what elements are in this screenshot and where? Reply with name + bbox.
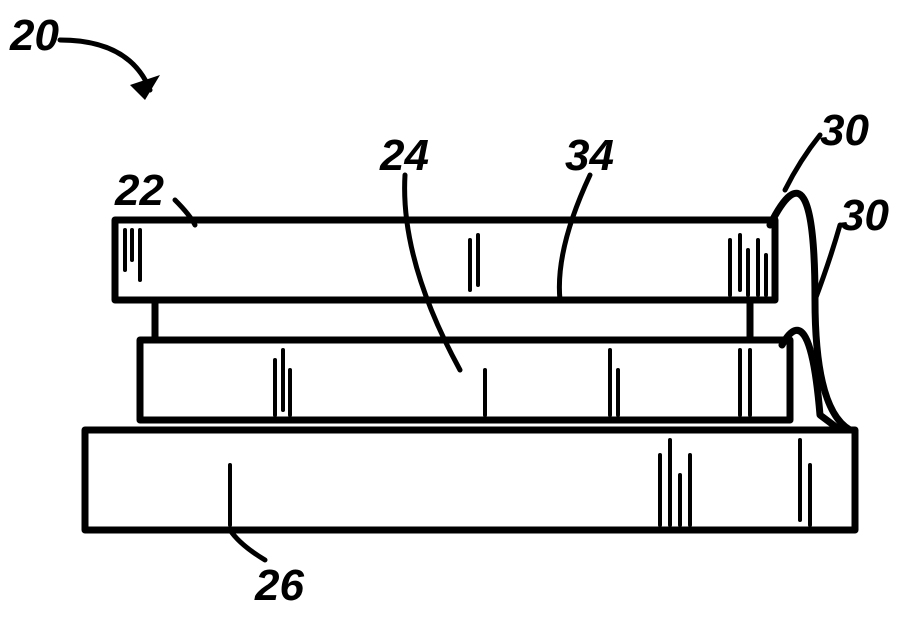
layer-bottom [85,430,855,530]
hatch-bottom [230,440,810,525]
label-34: 34 [565,131,614,180]
label-26: 26 [254,561,304,610]
label-22: 22 [114,166,164,215]
patent-figure: 20 22 24 34 30 30 26 [0,0,905,630]
label-24: 24 [379,131,429,180]
leader-30a [785,135,820,190]
hatch-middle [275,350,750,415]
leader-fig-arrow [60,40,150,90]
layer-top [115,220,775,300]
label-20: 20 [9,11,59,60]
leader-30b [815,225,840,300]
leader-34 [559,175,590,300]
hatch-top [125,230,766,295]
layer-middle [140,340,790,420]
label-30b: 30 [840,191,889,240]
label-30a: 30 [820,106,869,155]
leader-26 [230,530,265,560]
